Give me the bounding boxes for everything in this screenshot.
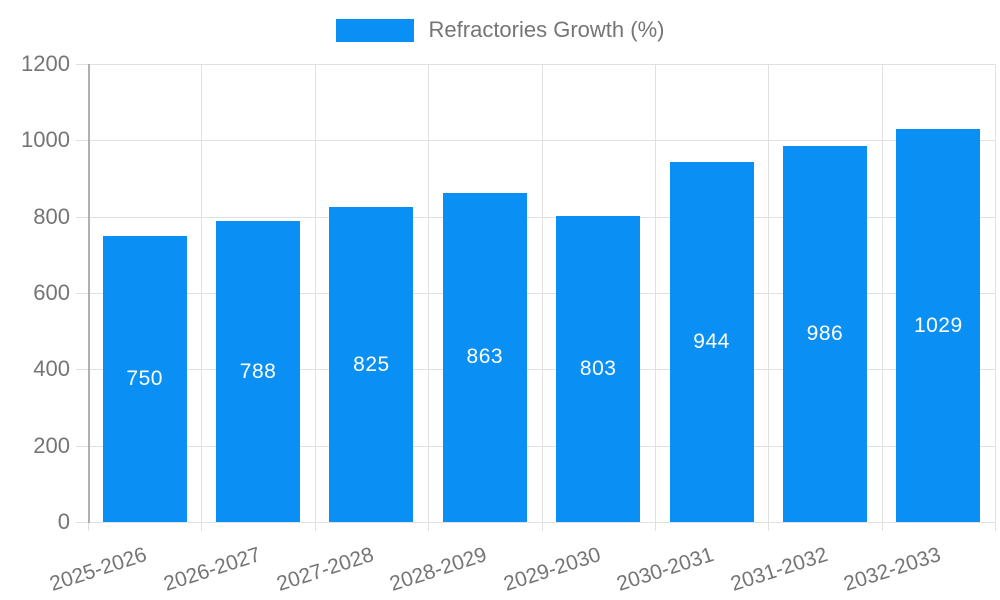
x-gridline	[654, 64, 656, 522]
y-gridline	[76, 293, 995, 294]
y-tick-label: 0	[57, 509, 70, 534]
bar-value-label: 863	[466, 345, 504, 369]
y-tick-label: 400	[33, 356, 70, 382]
legend: Refractories Growth (%)	[0, 17, 1000, 43]
x-gridline	[314, 64, 316, 522]
y-tick-label: 200	[33, 432, 70, 458]
x-tick-mark	[881, 522, 883, 531]
x-tick-mark	[88, 522, 89, 531]
legend-label: Refractories Growth (%)	[428, 17, 665, 42]
x-tick-label: 2027-2028	[273, 543, 377, 596]
x-tick-mark	[201, 522, 203, 531]
x-tick-mark	[995, 522, 996, 531]
x-tick-label: 2031-2032	[727, 543, 831, 596]
x-gridline	[881, 64, 883, 522]
bar-value-label: 944	[693, 329, 730, 353]
x-tick-label: 2030-2031	[614, 543, 717, 596]
y-tick-label: 600	[33, 280, 70, 305]
x-tick-mark	[654, 522, 656, 531]
bar-value-label: 803	[579, 356, 617, 380]
x-tick-label: 2032-2033	[840, 543, 944, 596]
x-gridline	[428, 64, 430, 522]
bar-value-label: 788	[239, 359, 277, 383]
x-tick-label: 2029-2030	[500, 543, 604, 596]
bar: 986	[782, 145, 867, 522]
y-tick-label: 1000	[21, 127, 70, 153]
y-gridline	[76, 522, 995, 523]
x-tick-label: 2025-2026	[47, 543, 150, 596]
x-tick-label: 2028-2029	[387, 543, 490, 596]
y-axis-line	[88, 64, 90, 523]
y-gridline	[76, 445, 995, 447]
y-gridline	[76, 64, 995, 65]
x-gridline	[201, 64, 203, 522]
x-tick-mark	[541, 522, 543, 531]
bar: 944	[669, 161, 754, 522]
y-gridline	[76, 140, 995, 142]
y-gridline	[76, 369, 995, 371]
bar-value-label: 825	[353, 352, 390, 376]
y-tick-label: 800	[33, 203, 70, 229]
x-gridline	[541, 64, 543, 522]
bar-value-label: 986	[806, 321, 844, 345]
x-tick-mark	[314, 522, 316, 531]
y-gridline	[76, 216, 995, 218]
legend-swatch	[335, 18, 414, 42]
bar-value-label: 750	[126, 366, 163, 390]
bar: 803	[556, 215, 641, 522]
bar: 788	[216, 221, 301, 522]
x-gridline	[768, 64, 770, 522]
y-tick-label: 1200	[21, 51, 70, 76]
bar: 1029	[896, 129, 981, 522]
bar-value-label: 1029	[913, 313, 963, 337]
bar: 825	[329, 207, 414, 522]
bar: 750	[102, 235, 187, 522]
x-gridline	[995, 64, 996, 522]
x-tick-mark	[428, 522, 430, 531]
bar: 863	[442, 192, 527, 522]
x-tick-mark	[768, 522, 770, 531]
x-tick-label: 2026-2027	[160, 543, 264, 596]
